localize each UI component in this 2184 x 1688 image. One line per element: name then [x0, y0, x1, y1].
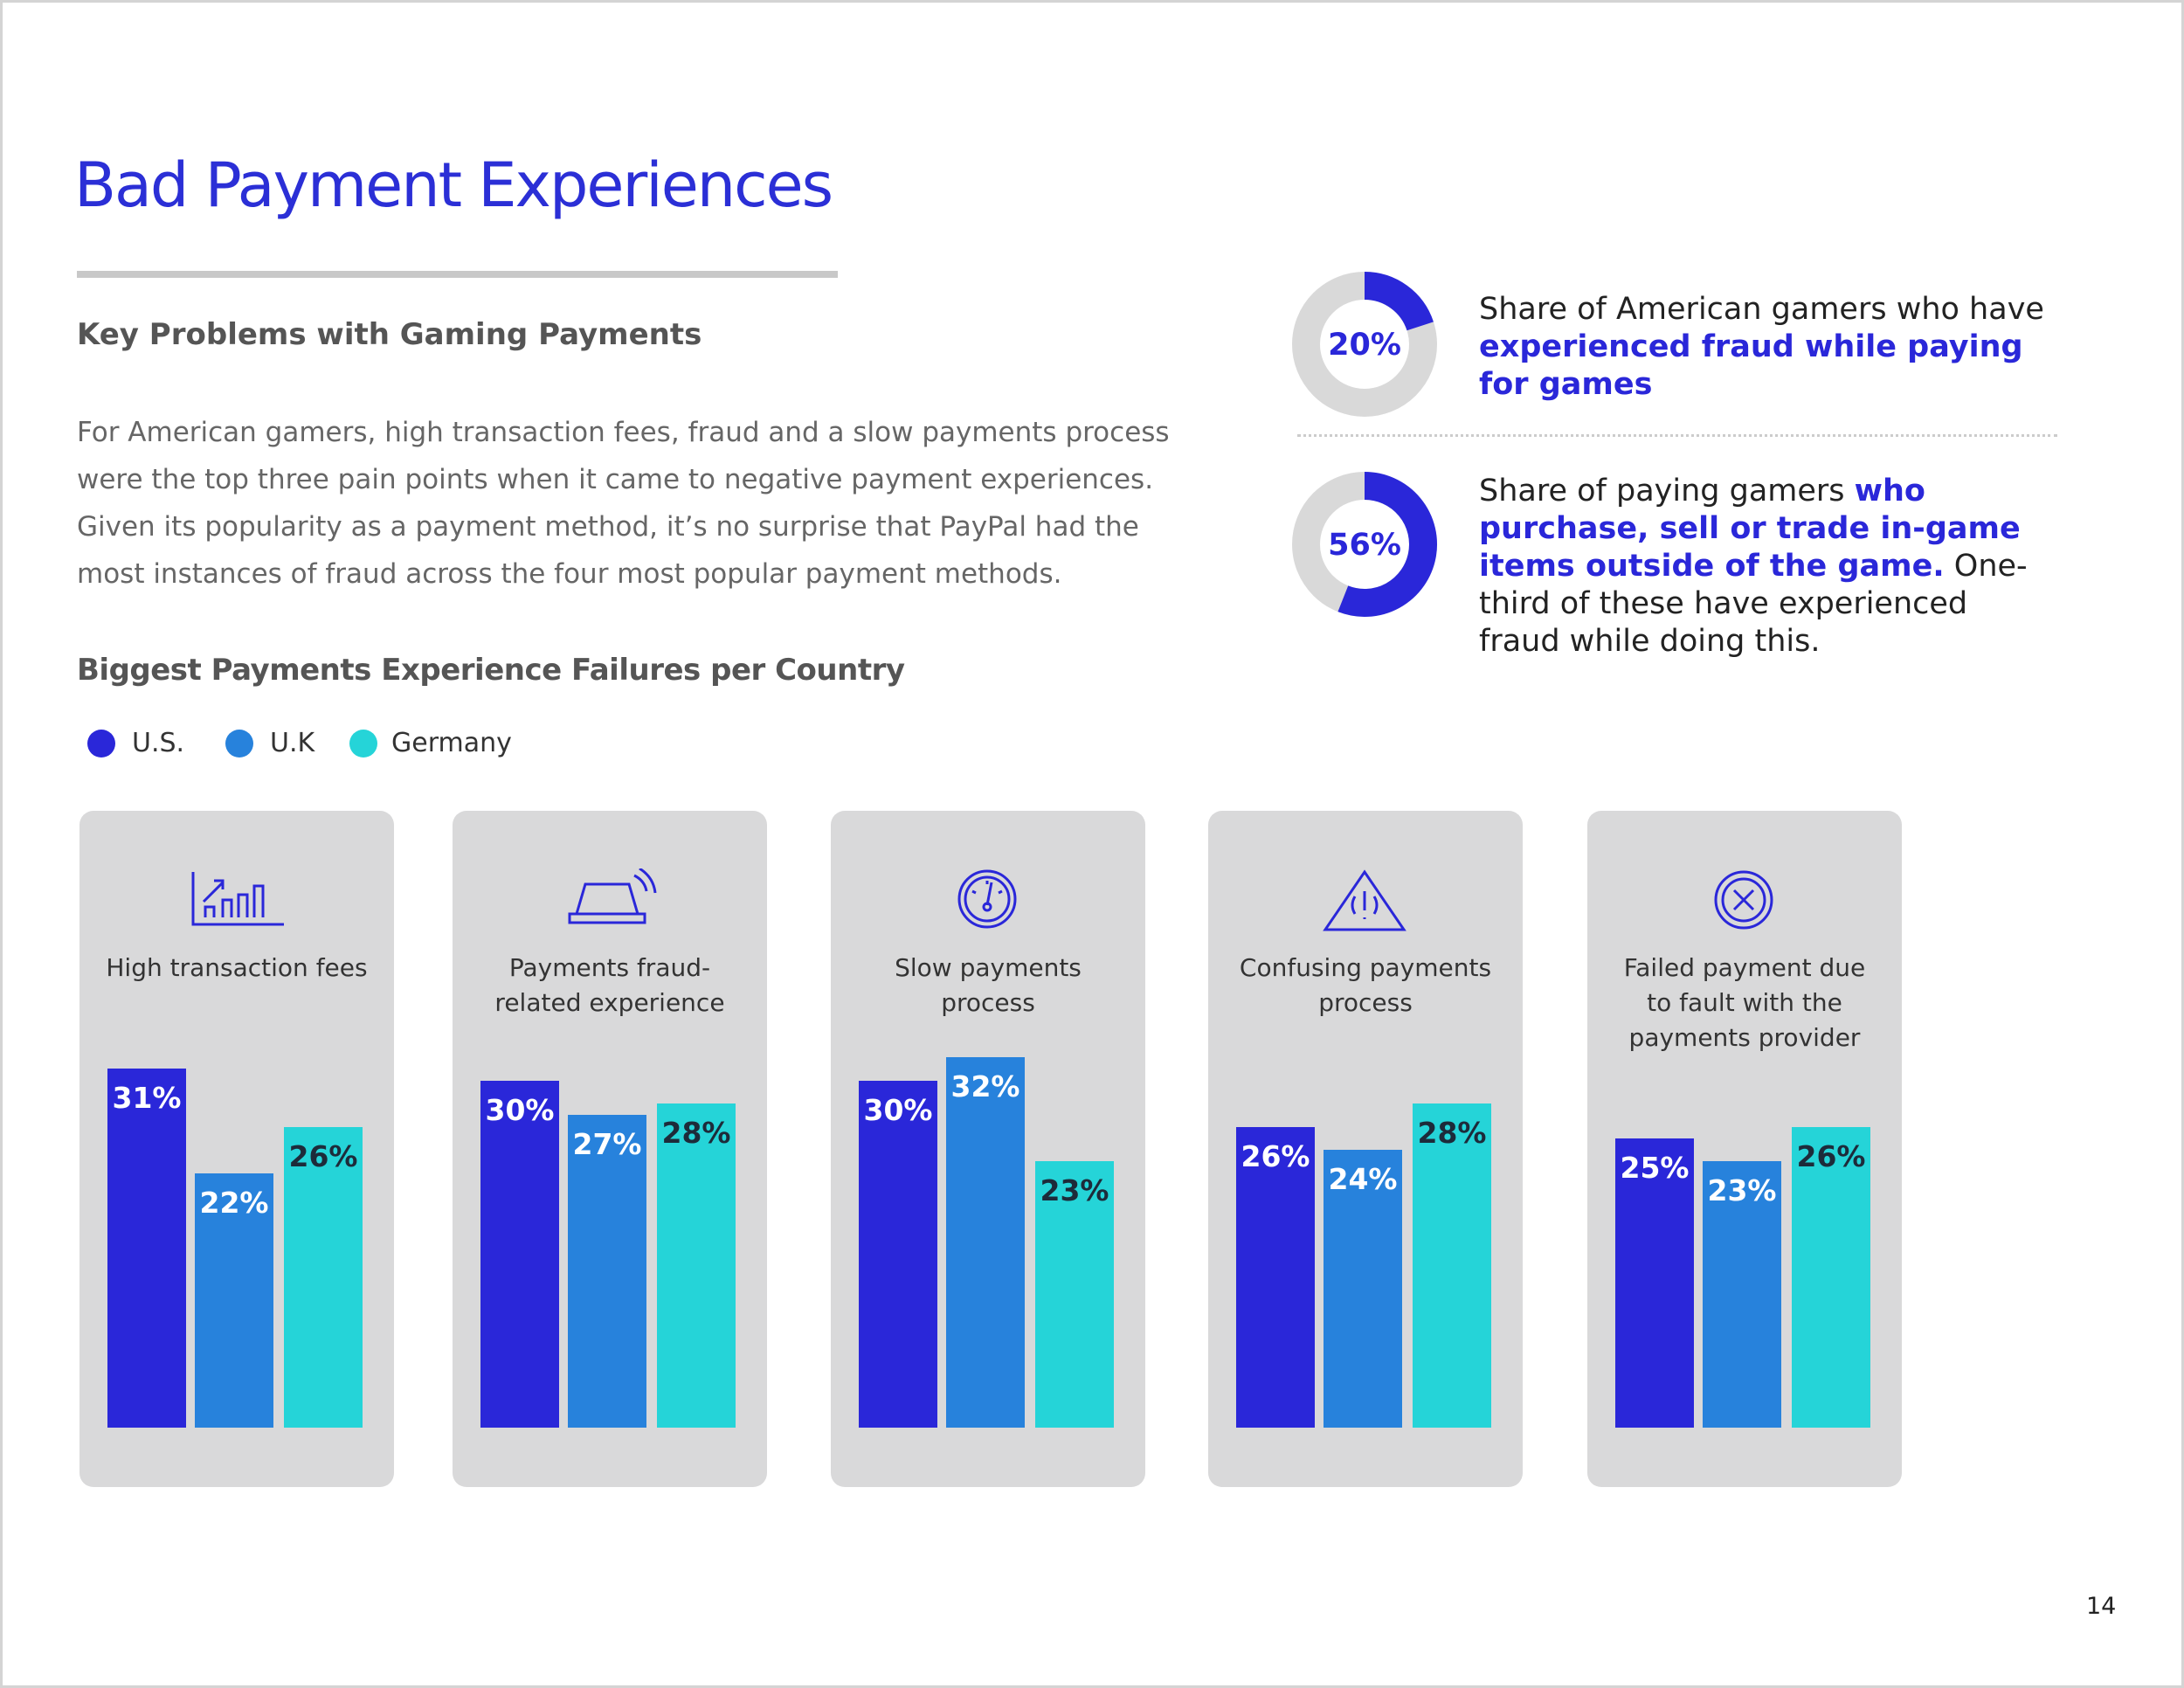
icon — [1323, 869, 1406, 931]
title-rule — [77, 271, 838, 278]
value-label: 26% — [1241, 1138, 1310, 1173]
donut-arc — [1364, 272, 1434, 331]
legend-dot — [349, 730, 377, 758]
value-label: 25% — [1620, 1150, 1690, 1185]
bar — [284, 1126, 363, 1428]
donut: 20% — [1292, 272, 1437, 417]
value-label: 22% — [199, 1185, 269, 1220]
value-label: 28% — [661, 1116, 731, 1150]
donut-description: Share of paying gamers who purchase, sel… — [1479, 473, 2047, 661]
body-text: For American gamers, high transaction fe… — [77, 417, 1170, 590]
description-text: One-third of these have experienced frau… — [1479, 549, 2028, 659]
bar — [1413, 1103, 1491, 1428]
donut-arc — [1337, 472, 1437, 617]
category-panel: Slow payments process 30% 32% 23% — [831, 811, 1145, 1487]
donut-description: Share of American gamers who have experi… — [1479, 291, 2047, 404]
donut-label: 20% — [1328, 328, 1401, 363]
value-label: 32% — [950, 1069, 1020, 1103]
value-label: 26% — [288, 1138, 358, 1173]
value-label: 28% — [1417, 1116, 1487, 1150]
page-number: 14 — [2086, 1593, 2117, 1620]
icon — [1714, 870, 1773, 930]
description-text: Share of paying gamers — [1479, 474, 1855, 508]
category-label: Slow payments process — [895, 953, 1082, 1017]
bar — [1792, 1126, 1870, 1428]
legend-dot — [225, 730, 253, 758]
icon — [568, 868, 657, 924]
value-label: 30% — [863, 1092, 933, 1127]
legend-label: Germany — [391, 728, 512, 758]
category-label: Confusing payments process — [1239, 953, 1492, 1017]
page-title: Bad Payment Experiences — [74, 149, 833, 221]
bar — [1035, 1161, 1114, 1428]
value-label: 23% — [1040, 1173, 1109, 1208]
legend-dot — [87, 730, 115, 758]
subtitle: Key Problems with Gaming Payments — [77, 317, 702, 352]
bar — [107, 1069, 186, 1428]
value-label: 23% — [1707, 1173, 1777, 1208]
description-text: Share of American gamers who have — [1479, 292, 2044, 327]
bar — [859, 1080, 937, 1428]
chart-title: Biggest Payments Experience Failures per… — [77, 653, 905, 688]
emphasis-text: experienced fraud while paying for games — [1479, 329, 2023, 402]
category-label: Payments fraud-related experience — [494, 953, 725, 1017]
category-label: High transaction fees — [106, 953, 368, 982]
donut-label: 56% — [1328, 528, 1401, 563]
bar — [1703, 1161, 1781, 1428]
emphasis-text: who purchase, sell or trade in-game item… — [1479, 474, 2021, 584]
category-panel: Failed payment due to fault with the pay… — [1587, 811, 1902, 1487]
value-label: 24% — [1328, 1162, 1398, 1196]
value-label: 30% — [485, 1092, 555, 1127]
bar — [480, 1080, 559, 1428]
category-label: Failed payment due to fault with the pay… — [1623, 953, 1866, 1052]
icon — [957, 869, 1017, 929]
category-panel: Confusing payments process 26% 24% 28% — [1208, 811, 1523, 1487]
bar — [657, 1103, 736, 1428]
icon — [191, 872, 284, 926]
bar — [1324, 1150, 1402, 1428]
bar — [568, 1115, 646, 1428]
bar — [195, 1173, 273, 1428]
value-label: 26% — [1796, 1138, 1866, 1173]
value-label: 27% — [572, 1127, 642, 1162]
value-label: 31% — [112, 1081, 182, 1116]
divider — [1297, 434, 2057, 437]
legend-label: U.S. — [132, 728, 185, 758]
legend-label: U.K — [270, 728, 315, 758]
category-panel: High transaction fees 31% 22% 26% — [79, 811, 394, 1487]
bar — [1236, 1126, 1315, 1428]
category-panel: Payments fraud-related experience 30% 27% 2… — [453, 811, 767, 1487]
bar — [946, 1057, 1025, 1428]
bar — [1615, 1138, 1694, 1428]
donut: 56% — [1292, 472, 1437, 617]
